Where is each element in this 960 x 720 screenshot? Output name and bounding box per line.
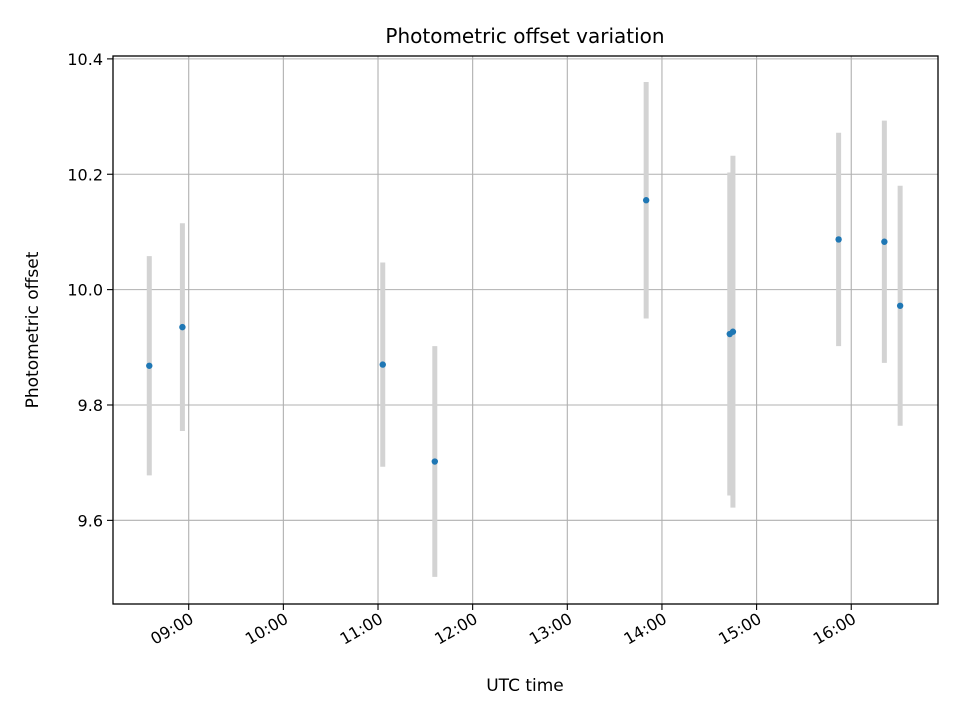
x-axis-ticks: 09:00 10:00 11:00 12:00 13:00 14:00 15:00 16:00 — [147, 604, 859, 649]
x-tick-label: 15:00 — [715, 609, 764, 649]
x-tick-label: 11:00 — [337, 609, 386, 649]
data-point — [896, 302, 904, 309]
x-tick-label: 12:00 — [431, 609, 480, 649]
y-tick-label: 9.8 — [78, 396, 103, 415]
y-tick-label: 10.2 — [67, 165, 103, 184]
data-point — [835, 236, 842, 243]
data-point — [431, 458, 438, 465]
data-points — [146, 197, 904, 465]
plot-frame — [112, 55, 939, 605]
data-point — [179, 323, 186, 331]
y-tick-label: 10.4 — [67, 50, 103, 69]
data-point — [881, 238, 888, 245]
x-tick-label: 13:00 — [526, 609, 575, 649]
x-tick-label: 10:00 — [242, 609, 291, 649]
data-point — [729, 328, 737, 335]
grid-lines — [113, 56, 938, 604]
error-bars — [146, 81, 903, 577]
data-point — [146, 362, 153, 369]
y-tick-label: 9.6 — [78, 511, 103, 530]
data-point — [379, 361, 386, 368]
chart-title: Photometric offset variation — [385, 24, 664, 48]
x-tick-label: 16:00 — [810, 609, 859, 649]
data-point — [642, 197, 650, 204]
y-axis-label: Photometric offset — [23, 251, 43, 408]
x-tick-label: 09:00 — [147, 609, 196, 649]
y-tick-label: 10.0 — [67, 281, 103, 300]
x-tick-label: 14:00 — [621, 609, 670, 649]
y-axis-ticks: 9.6 9.8 10.0 10.2 10.4 — [67, 50, 113, 530]
x-axis-label: UTC time — [486, 676, 564, 696]
